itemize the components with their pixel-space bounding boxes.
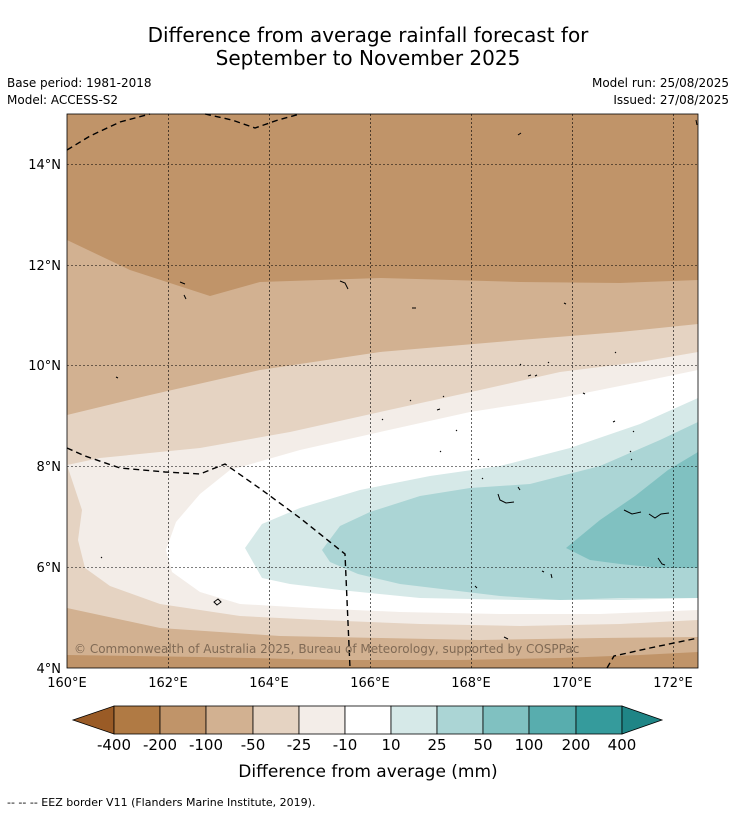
colorbar-tick: 50	[473, 736, 492, 754]
title-line-2: September to November 2025	[215, 46, 521, 70]
colorbar-tick: 10	[381, 736, 400, 754]
colorbar-ticks: -400 -200 -100 -50 -25 -10 10 25 50 100 …	[97, 736, 636, 754]
colorbar-lt-400	[71, 705, 115, 735]
colorbar-tick: 400	[608, 736, 637, 754]
lon-label-162e: 162°E	[148, 676, 188, 691]
colorbar-tick: -200	[143, 736, 177, 754]
colorbar-n400-200	[113, 705, 161, 735]
colorbar-tick: 100	[515, 736, 544, 754]
colorbar-p50-100	[482, 705, 530, 735]
lat-axis-labels: 14°N 12°N 10°N 8°N 6°N 4°N	[28, 158, 61, 677]
colorbar-tick: -400	[97, 736, 131, 754]
lon-axis-labels: 160°E 162°E 164°E 166°E 168°E 170°E 172°…	[47, 676, 693, 691]
lon-label-170e: 170°E	[552, 676, 592, 691]
colorbar-tick: 200	[562, 736, 591, 754]
lat-label-12n: 12°N	[28, 259, 61, 274]
lon-label-160e: 160°E	[47, 676, 87, 691]
lon-label-166e: 166°E	[350, 676, 390, 691]
colorbar-tick: 25	[427, 736, 446, 754]
meta-left: Base period: 1981-2018 Model: ACCESS-S2	[7, 75, 152, 109]
islands	[100, 119, 698, 640]
colorbar-label: Difference from average (mm)	[238, 762, 498, 782]
colorbar-tick: -100	[189, 736, 223, 754]
model-run: Model run: 25/08/2025	[591, 76, 729, 90]
colorbar-n10-10	[344, 705, 392, 735]
lat-label-6n: 6°N	[37, 561, 62, 576]
colorbar-n200-100	[159, 705, 207, 735]
lon-label-168e: 168°E	[451, 676, 491, 691]
lat-label-8n: 8°N	[37, 460, 62, 475]
eez-legend-note: -- -- -- EEZ border V11 (Flanders Marine…	[7, 796, 316, 809]
lon-label-164e: 164°E	[249, 676, 289, 691]
colorbar-n50-25	[252, 705, 300, 735]
lat-label-10n: 10°N	[28, 359, 61, 374]
colorbar-n100-50	[205, 705, 254, 735]
colorbar	[71, 705, 664, 735]
colorbar-tick: -10	[333, 736, 358, 754]
eez-border	[66, 113, 699, 669]
colorbar-tick: -25	[287, 736, 312, 754]
gridlines	[67, 114, 698, 668]
issued-date: Issued: 27/08/2025	[613, 93, 729, 107]
colorbar-p10-25	[390, 705, 438, 735]
map-frame	[66, 113, 699, 669]
copyright-text: © Commonwealth of Australia 2025, Bureau…	[74, 642, 579, 656]
lon-label-172e: 172°E	[653, 676, 693, 691]
title-line-1: Difference from average rainfall forecas…	[147, 23, 589, 47]
band-p50-100	[566, 452, 698, 568]
model-name: Model: ACCESS-S2	[7, 93, 119, 107]
map-fill-bands	[67, 114, 698, 668]
colorbar-n25-10	[298, 705, 346, 735]
base-period: Base period: 1981-2018	[7, 76, 152, 90]
meta-right: Model run: 25/08/2025 Issued: 27/08/2025	[592, 75, 729, 109]
colorbar-gt-400	[621, 705, 664, 735]
colorbar-p100-200	[528, 705, 577, 735]
colorbar-p25-50	[436, 705, 484, 735]
band-bottom-n200-100	[67, 652, 698, 668]
colorbar-p200-400	[575, 705, 623, 735]
lat-label-14n: 14°N	[28, 158, 61, 173]
lat-label-4n: 4°N	[37, 662, 62, 677]
colorbar-tick: -50	[241, 736, 266, 754]
